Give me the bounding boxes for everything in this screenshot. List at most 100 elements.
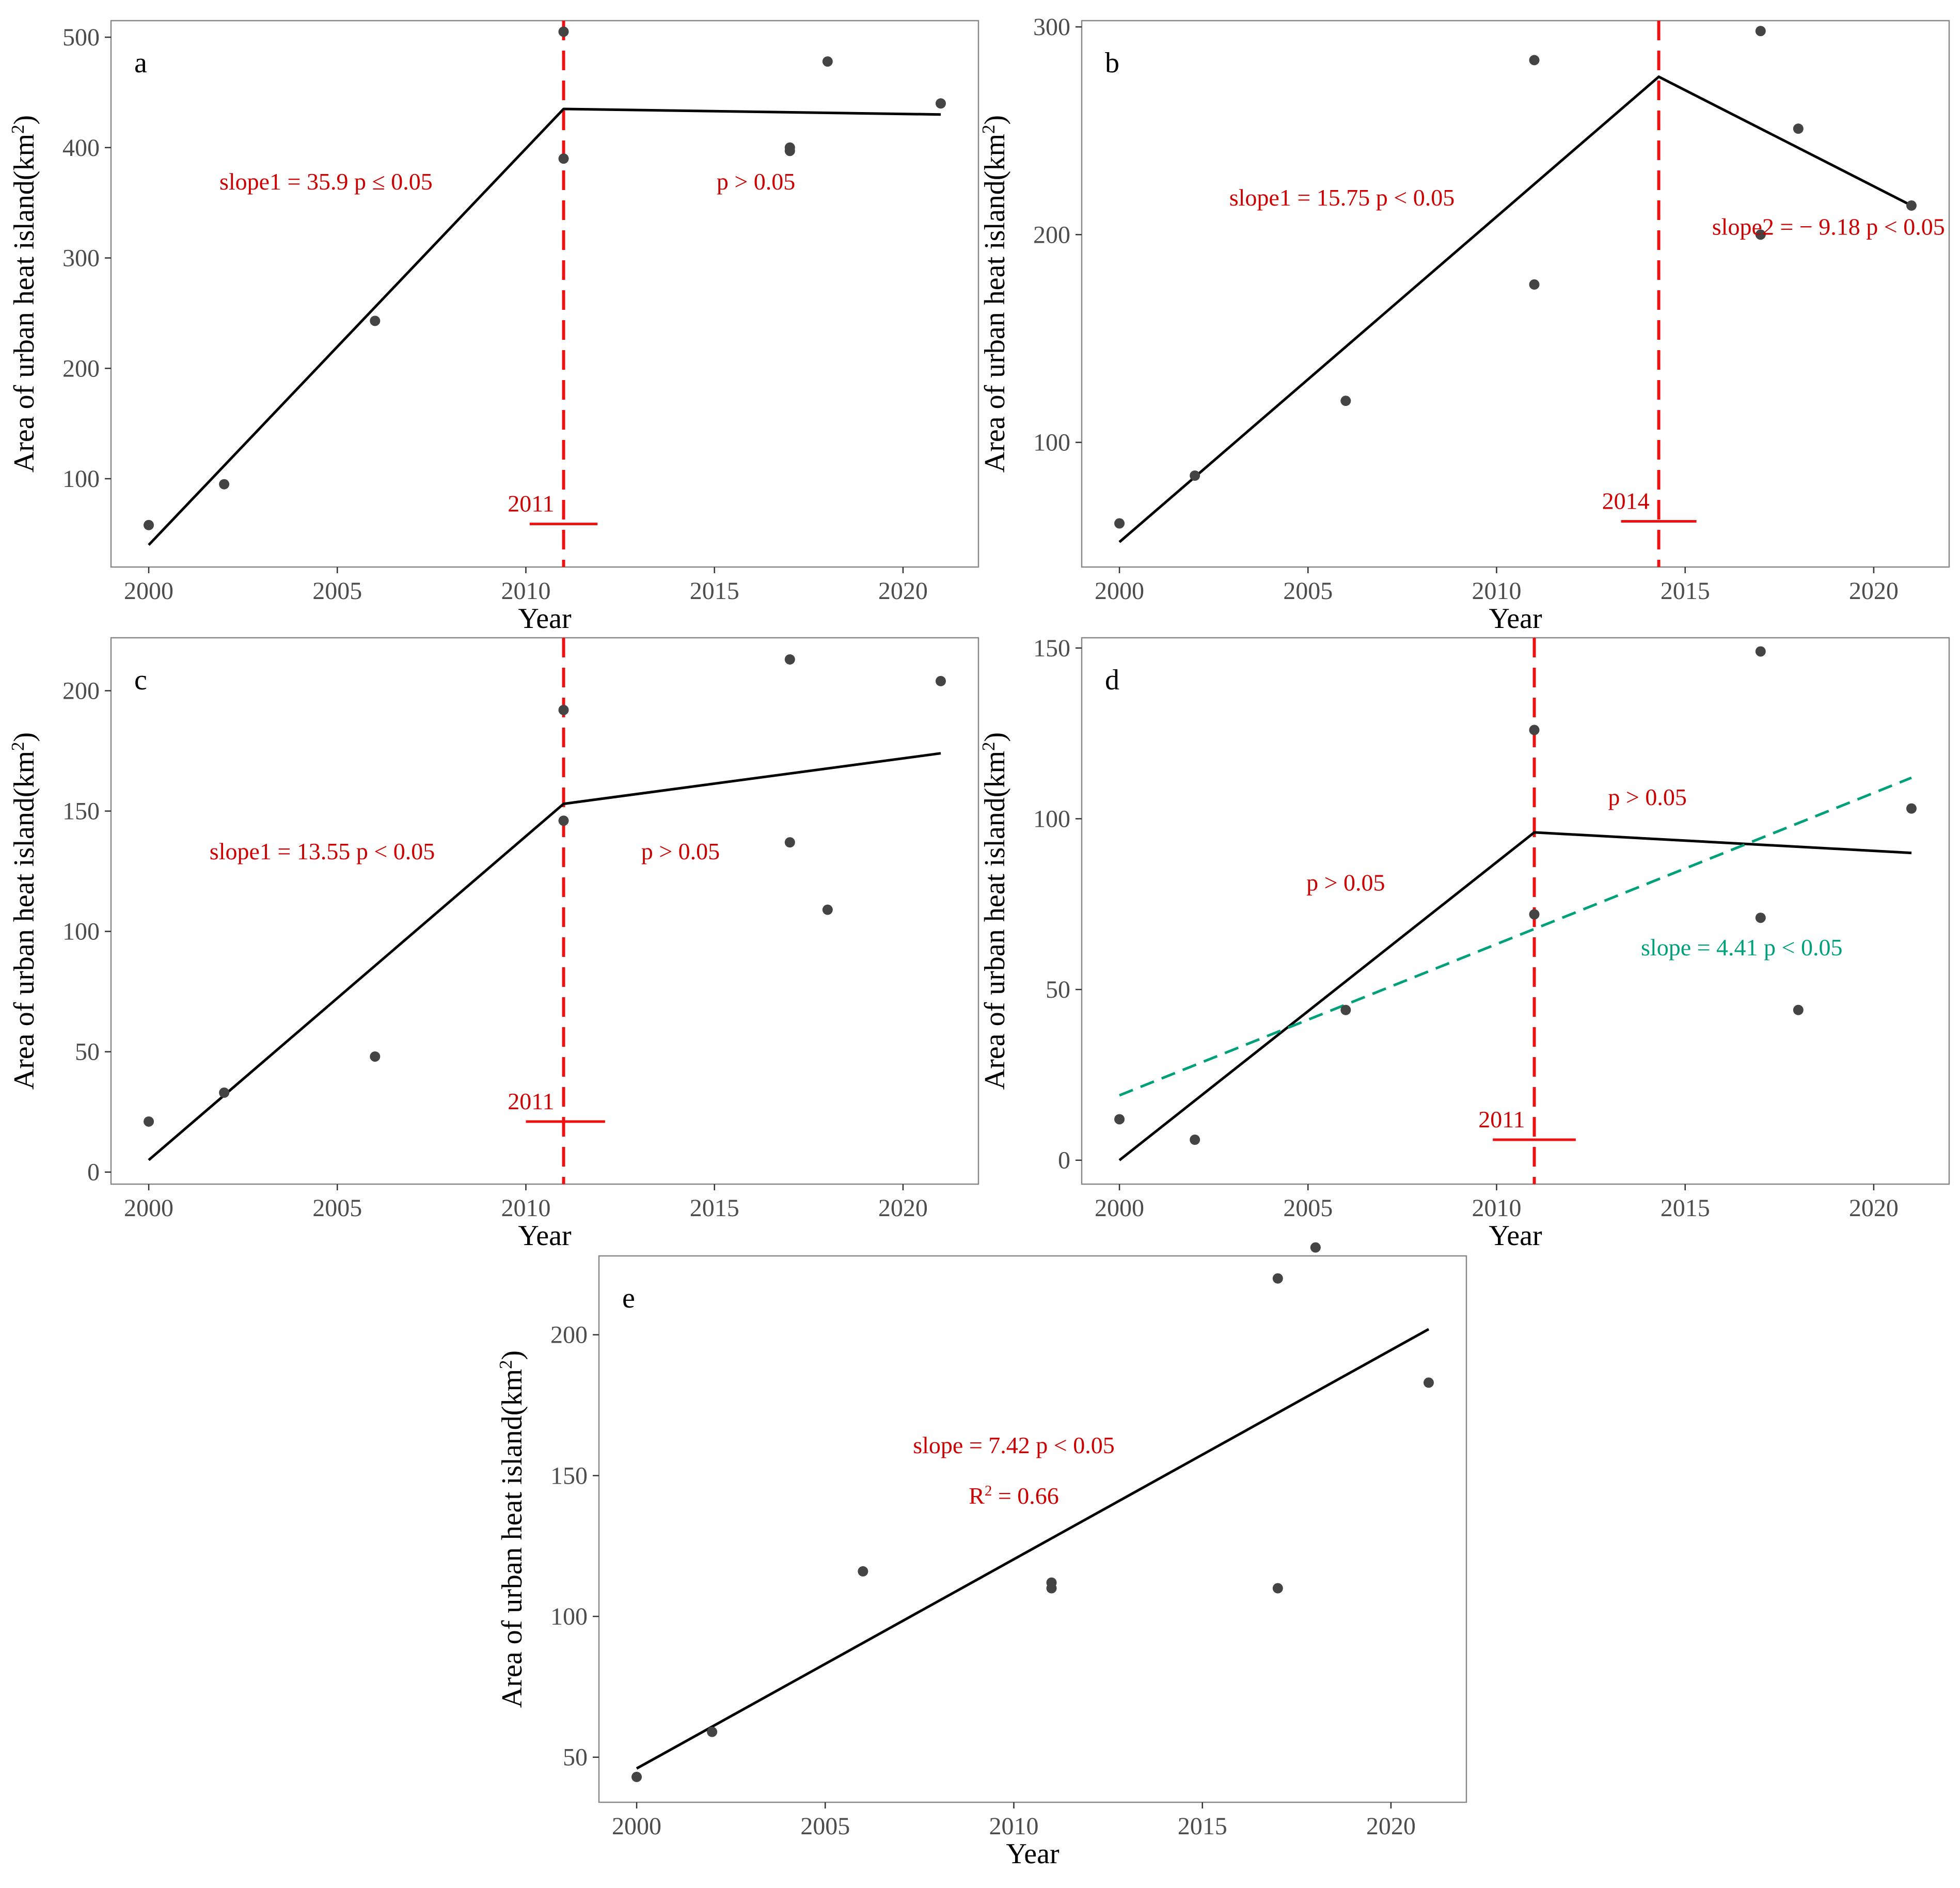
stat-annotation: slope = 4.41 p < 0.05 (1641, 934, 1842, 961)
stat-annotation: R2 = 0.66 (969, 1483, 1059, 1509)
x-tick-label: 2000 (1095, 577, 1144, 605)
data-point (1190, 1135, 1200, 1145)
plot-frame (1081, 20, 1950, 568)
x-axis-title: Year (518, 1220, 572, 1252)
fit-line (1118, 75, 1912, 543)
y-tick-label: 50 (75, 1039, 100, 1066)
trend-line (1119, 776, 1912, 1097)
x-axis-title: Year (1489, 603, 1542, 635)
x-tick-label: 2010 (1472, 1194, 1521, 1222)
data-point (1190, 470, 1200, 481)
x-tick-label: 2020 (1366, 1813, 1416, 1840)
data-point (1529, 909, 1540, 920)
data-point (784, 837, 795, 848)
stat-annotation: slope2 = − 9.18 p < 0.05 (1712, 213, 1945, 240)
y-tick-label: 500 (62, 24, 100, 51)
y-tick-label: 100 (62, 465, 100, 493)
data-point (858, 1566, 868, 1577)
y-tick-label: 200 (1033, 221, 1070, 248)
data-point (1906, 803, 1917, 814)
fit-line (636, 1328, 1430, 1770)
panel-e: 2000 2005 2010 2015 2020 50 100 150 200 Year Area … (496, 1242, 1467, 1870)
x-axis-title: Year (1489, 1220, 1542, 1252)
fit-line (148, 752, 941, 1161)
y-tick-label: 0 (87, 1159, 100, 1186)
data-point (1755, 26, 1766, 37)
y-axis-title: Area of urban heat island(km2) (8, 115, 41, 473)
data-point (144, 520, 154, 530)
x-axis-title: Year (1006, 1838, 1060, 1870)
panel-a: 2000 2005 2010 2015 2020 100 200 300 400 500 Year A… (8, 20, 979, 635)
y-tick-label: 150 (62, 798, 100, 825)
x-tick-label: 2000 (124, 1194, 173, 1222)
panel-d: 2000 2005 2010 2015 2020 0 50 100 150 Year Area of… (978, 635, 1950, 1252)
data-point (558, 815, 569, 826)
data-point (1906, 200, 1917, 211)
plot-frame (110, 20, 979, 568)
panel-b: 2000 2005 2010 2015 2020 100 200 300 Year Area of… (978, 13, 1950, 635)
data-point (1755, 229, 1766, 240)
plot-frame (598, 1255, 1467, 1803)
data-point (822, 904, 833, 915)
data-point (1046, 1577, 1057, 1588)
x-tick-label: 2005 (312, 1194, 362, 1222)
y-tick-label: 200 (62, 355, 100, 382)
x-tick-label: 2010 (501, 577, 550, 605)
panel-letter: c (134, 664, 147, 696)
y-tick-label: 100 (550, 1603, 588, 1630)
data-point (707, 1726, 718, 1737)
data-point (935, 98, 946, 109)
data-point (1793, 123, 1804, 134)
stat-annotation: slope1 = 35.9 p ≤ 0.05 (219, 168, 433, 195)
x-tick-label: 2015 (1661, 1194, 1710, 1222)
y-tick-label: 150 (550, 1462, 588, 1489)
data-point (1272, 1273, 1283, 1284)
y-tick-label: 300 (1033, 13, 1070, 41)
stat-annotation: p > 0.05 (717, 168, 795, 195)
y-tick-label: 0 (1058, 1147, 1070, 1174)
x-tick-label: 2005 (800, 1813, 850, 1840)
x-tick-label: 2020 (878, 577, 928, 605)
stat-annotation: slope1 = 15.75 p < 0.05 (1229, 184, 1455, 211)
x-tick-label: 2005 (312, 577, 362, 605)
fit-line (1118, 831, 1912, 1161)
panel-letter: d (1105, 664, 1119, 696)
breakpoint-label: 2011 (1478, 1106, 1525, 1132)
y-tick-label: 200 (550, 1321, 588, 1349)
breakpoint-label: 2014 (1602, 487, 1650, 514)
x-axis-title: Year (518, 603, 572, 635)
x-tick-label: 2015 (690, 577, 739, 605)
data-point (1529, 279, 1540, 290)
fit-line (148, 107, 941, 546)
y-tick-label: 100 (1033, 429, 1070, 457)
x-tick-label: 2020 (878, 1194, 928, 1222)
data-point (219, 479, 230, 490)
data-point (370, 316, 381, 326)
data-point (1529, 725, 1540, 735)
x-tick-label: 2000 (612, 1813, 661, 1840)
data-point (558, 704, 569, 715)
data-point (1340, 396, 1351, 406)
stat-annotation: p > 0.05 (1608, 784, 1686, 810)
data-point (1340, 1004, 1351, 1015)
data-point (1423, 1377, 1434, 1388)
y-tick-label: 50 (563, 1744, 588, 1771)
breakpoint-label: 2011 (508, 1088, 554, 1114)
data-point (1114, 518, 1125, 529)
x-tick-label: 2010 (1472, 577, 1521, 605)
x-tick-label: 2020 (1849, 577, 1899, 605)
data-point (219, 1087, 230, 1098)
data-point (935, 675, 946, 686)
y-tick-label: 100 (62, 918, 100, 946)
data-point (1529, 55, 1540, 66)
y-tick-label: 100 (1033, 805, 1070, 832)
data-point (1114, 1114, 1125, 1125)
breakpoint-label: 2011 (508, 491, 554, 517)
data-point (144, 1116, 154, 1127)
y-tick-label: 150 (1033, 635, 1070, 662)
data-point (1793, 1004, 1804, 1015)
x-tick-label: 2010 (989, 1813, 1038, 1840)
panel-letter: b (1105, 47, 1119, 79)
plot-frame (1081, 637, 1950, 1185)
